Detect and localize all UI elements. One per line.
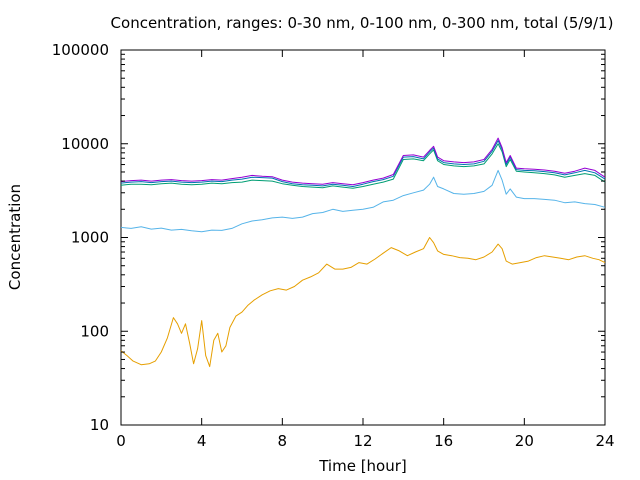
- series-line-5: [120, 137, 606, 186]
- plot-frame: [120, 49, 606, 426]
- x-tick-label: 0: [116, 432, 126, 450]
- series-line-4: [120, 140, 606, 187]
- y-axis-label: Concentration: [6, 184, 24, 290]
- series-line-3: [120, 143, 606, 189]
- y-tick-label: 10000: [61, 135, 109, 153]
- series-line-1: [120, 237, 606, 368]
- y-tick-label: 10: [90, 416, 109, 434]
- y-tick-label: 1000: [71, 229, 109, 247]
- x-axis-label: Time [hour]: [318, 457, 407, 475]
- tick-layer: 0 4 8 12 16 20 24 10 100 1000 10000 100000: [52, 41, 615, 450]
- chart-title: Concentration, ranges: 0-30 nm, 0-100 nm…: [111, 14, 614, 32]
- series-layer: [120, 137, 606, 368]
- series-line-2: [120, 169, 606, 233]
- y-tick-label: 100000: [52, 41, 109, 59]
- x-tick-label: 24: [595, 432, 614, 450]
- x-tick-label: 8: [278, 432, 288, 450]
- x-tick-label: 12: [353, 432, 372, 450]
- x-tick-label: 4: [197, 432, 207, 450]
- y-tick-label: 100: [80, 322, 109, 340]
- x-tick-label: 16: [434, 432, 453, 450]
- x-tick-label: 20: [515, 432, 534, 450]
